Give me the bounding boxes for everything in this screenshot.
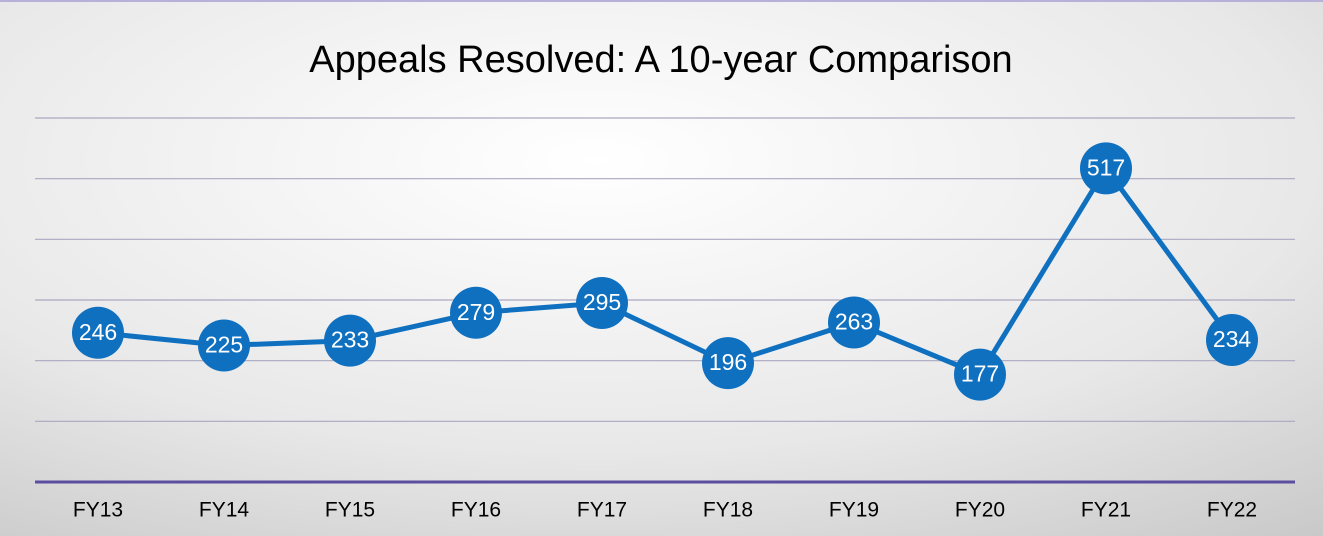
data-label: 177 (961, 361, 999, 387)
data-label: 234 (1213, 326, 1252, 352)
data-label: 263 (835, 309, 873, 335)
x-tick-label: FY16 (451, 499, 501, 522)
marker (1206, 314, 1258, 367)
marker (1080, 142, 1132, 195)
x-tick-label: FY20 (955, 499, 1005, 522)
marker (576, 277, 628, 330)
x-tick-label: FY14 (199, 499, 250, 522)
chart-title: Appeals Resolved: A 10-year Comparison (309, 39, 1012, 81)
data-label: 225 (205, 332, 243, 358)
x-tick-label: FY18 (703, 499, 753, 522)
data-label: 295 (583, 289, 621, 315)
data-label: 279 (457, 299, 495, 325)
data-label: 233 (331, 327, 369, 353)
marker (324, 314, 376, 367)
x-tick-label: FY15 (325, 499, 375, 522)
x-tick-label: FY19 (829, 499, 879, 522)
data-label: 196 (709, 349, 747, 375)
marker (198, 319, 250, 372)
data-label: 517 (1087, 154, 1125, 180)
marker (702, 337, 754, 390)
x-tick-label: FY13 (73, 499, 123, 522)
marker (828, 296, 880, 349)
x-tick-label: FY21 (1081, 499, 1131, 522)
marker (954, 348, 1006, 401)
x-tick-label: FY17 (577, 499, 627, 522)
marker (72, 306, 124, 359)
marker (450, 286, 502, 339)
data-label: 246 (79, 319, 117, 345)
line (97, 163, 1235, 378)
x-tick-label: FY22 (1207, 499, 1257, 522)
